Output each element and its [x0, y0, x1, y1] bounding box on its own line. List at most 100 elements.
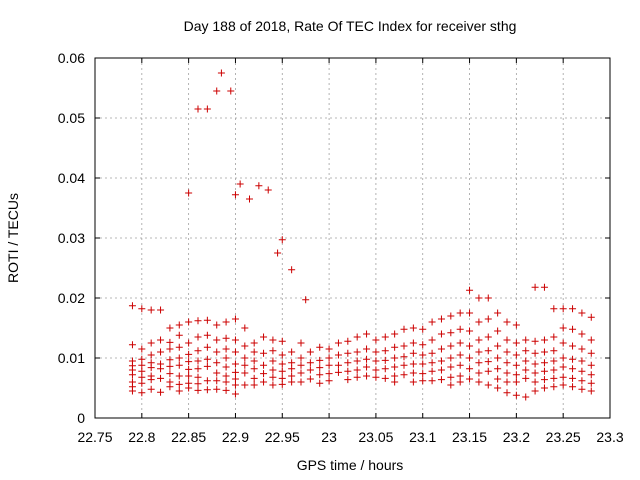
data-point	[344, 376, 352, 384]
data-point	[250, 381, 258, 389]
x-tick-label: 23.25	[546, 429, 581, 445]
data-point	[231, 191, 239, 199]
data-point	[260, 349, 268, 357]
data-point	[522, 347, 530, 355]
data-point	[409, 360, 417, 368]
data-point	[559, 339, 567, 347]
data-point	[381, 356, 389, 364]
data-point	[222, 378, 230, 386]
data-point	[344, 367, 352, 375]
data-point	[175, 321, 183, 329]
data-point	[522, 357, 530, 365]
data-point	[437, 366, 445, 374]
data-point	[372, 366, 380, 374]
data-point	[372, 336, 380, 344]
data-point	[157, 374, 165, 382]
data-point	[344, 349, 352, 357]
data-point	[278, 351, 286, 359]
data-point	[569, 325, 577, 333]
data-point	[288, 359, 296, 367]
data-point	[512, 371, 520, 379]
data-point	[260, 378, 268, 386]
y-tick-label: 0.06	[58, 50, 85, 66]
data-point	[138, 389, 146, 397]
data-point	[550, 374, 558, 382]
data-point	[325, 370, 333, 378]
data-point	[194, 105, 202, 113]
data-point	[484, 294, 492, 302]
data-point	[231, 348, 239, 356]
data-point	[269, 366, 277, 374]
data-point	[316, 356, 324, 364]
data-point	[363, 345, 371, 353]
data-point	[241, 381, 249, 389]
data-point	[250, 365, 258, 373]
data-point	[166, 345, 174, 353]
data-point	[231, 360, 239, 368]
data-point	[475, 294, 483, 302]
data-point	[540, 359, 548, 367]
data-point	[264, 186, 272, 194]
data-point	[194, 380, 202, 388]
data-point	[344, 359, 352, 367]
data-point	[503, 378, 511, 386]
data-point	[428, 367, 436, 375]
data-point	[437, 315, 445, 323]
data-point	[147, 376, 155, 384]
data-point	[400, 325, 408, 333]
data-point	[391, 343, 399, 351]
data-point	[578, 377, 586, 385]
y-axis-label: ROTI / TECUs	[5, 193, 21, 283]
data-point	[400, 353, 408, 361]
data-point	[447, 373, 455, 381]
data-point	[185, 372, 193, 380]
data-point	[334, 368, 342, 376]
data-point	[278, 236, 286, 244]
data-point	[409, 349, 417, 357]
data-point	[419, 351, 427, 359]
data-point	[522, 336, 530, 344]
data-point	[222, 386, 230, 394]
data-point	[203, 316, 211, 324]
data-point	[456, 339, 464, 347]
data-point	[381, 365, 389, 373]
data-point	[128, 302, 136, 310]
data-point	[447, 381, 455, 389]
data-point	[241, 342, 249, 350]
data-point	[475, 369, 483, 377]
data-point	[325, 345, 333, 353]
data-point	[269, 347, 277, 355]
data-point	[456, 361, 464, 369]
data-point	[334, 339, 342, 347]
data-point	[587, 349, 595, 357]
data-point	[512, 321, 520, 329]
data-point	[175, 354, 183, 362]
data-point	[578, 385, 586, 393]
y-tick-label: 0.02	[58, 290, 85, 306]
data-point	[278, 360, 286, 368]
data-point	[306, 366, 314, 374]
data-point	[250, 357, 258, 365]
data-point	[484, 367, 492, 375]
data-point	[269, 373, 277, 381]
data-point	[231, 375, 239, 383]
data-point	[353, 357, 361, 365]
data-points	[128, 69, 595, 401]
data-point	[217, 69, 225, 77]
data-point	[587, 371, 595, 379]
data-point	[297, 339, 305, 347]
data-point	[166, 362, 174, 370]
data-point	[231, 315, 239, 323]
data-point	[260, 370, 268, 378]
x-tick-label: 22.8	[128, 429, 155, 445]
data-point	[288, 266, 296, 274]
x-tick-label: 22.75	[77, 429, 112, 445]
data-point	[428, 336, 436, 344]
data-point	[494, 309, 502, 317]
data-point	[147, 306, 155, 314]
data-point	[456, 372, 464, 380]
data-point	[185, 350, 193, 358]
data-point	[512, 339, 520, 347]
data-point	[400, 361, 408, 369]
data-point	[138, 305, 146, 313]
